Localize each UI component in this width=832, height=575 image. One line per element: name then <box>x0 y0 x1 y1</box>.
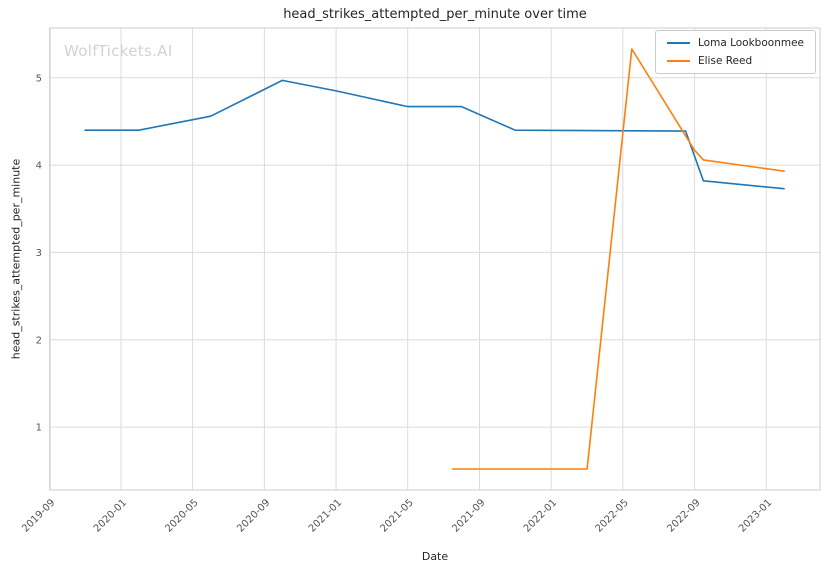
y-tick-label: 1 <box>36 423 42 434</box>
x-tick-label: 2019-09 <box>20 497 57 534</box>
legend: Loma Lookboonmee Elise Reed <box>655 30 816 74</box>
x-tick-label: 2021-01 <box>307 497 344 534</box>
x-tick-label: 2020-09 <box>235 497 272 534</box>
line-swatch-icon <box>667 59 690 62</box>
x-tick-label: 2020-05 <box>163 497 200 534</box>
x-tick-label: 2020-01 <box>92 497 129 534</box>
y-axis-label: head_strikes_attempted_per_minute <box>9 158 23 360</box>
x-axis-label: Date <box>421 550 449 563</box>
x-tick-label: 2023-01 <box>737 497 774 534</box>
x-tick-label: 2021-09 <box>450 497 487 534</box>
x-tick-label: 2022-05 <box>594 497 631 534</box>
legend-item: Elise Reed <box>667 54 804 67</box>
legend-label: Loma Lookboonmee <box>698 37 804 49</box>
series-line-0 <box>84 79 785 190</box>
x-tick-label: 2022-09 <box>665 497 702 534</box>
plot-border <box>49 27 821 491</box>
watermark: WolfTickets.AI <box>64 42 173 60</box>
legend-item: Loma Lookboonmee <box>667 38 804 49</box>
series-line-1 <box>451 48 785 470</box>
y-tick-label: 2 <box>36 335 42 346</box>
y-tick-label: 5 <box>36 73 42 84</box>
y-tick-label: 3 <box>36 248 42 259</box>
x-tick-label: 2022-01 <box>522 497 559 534</box>
y-tick-label: 4 <box>36 161 42 172</box>
chart-title: head_strikes_attempted_per_minute over t… <box>283 7 587 22</box>
line-swatch-icon <box>667 42 690 45</box>
legend-label: Elise Reed <box>698 54 753 67</box>
x-tick-label: 2021-05 <box>378 497 415 534</box>
